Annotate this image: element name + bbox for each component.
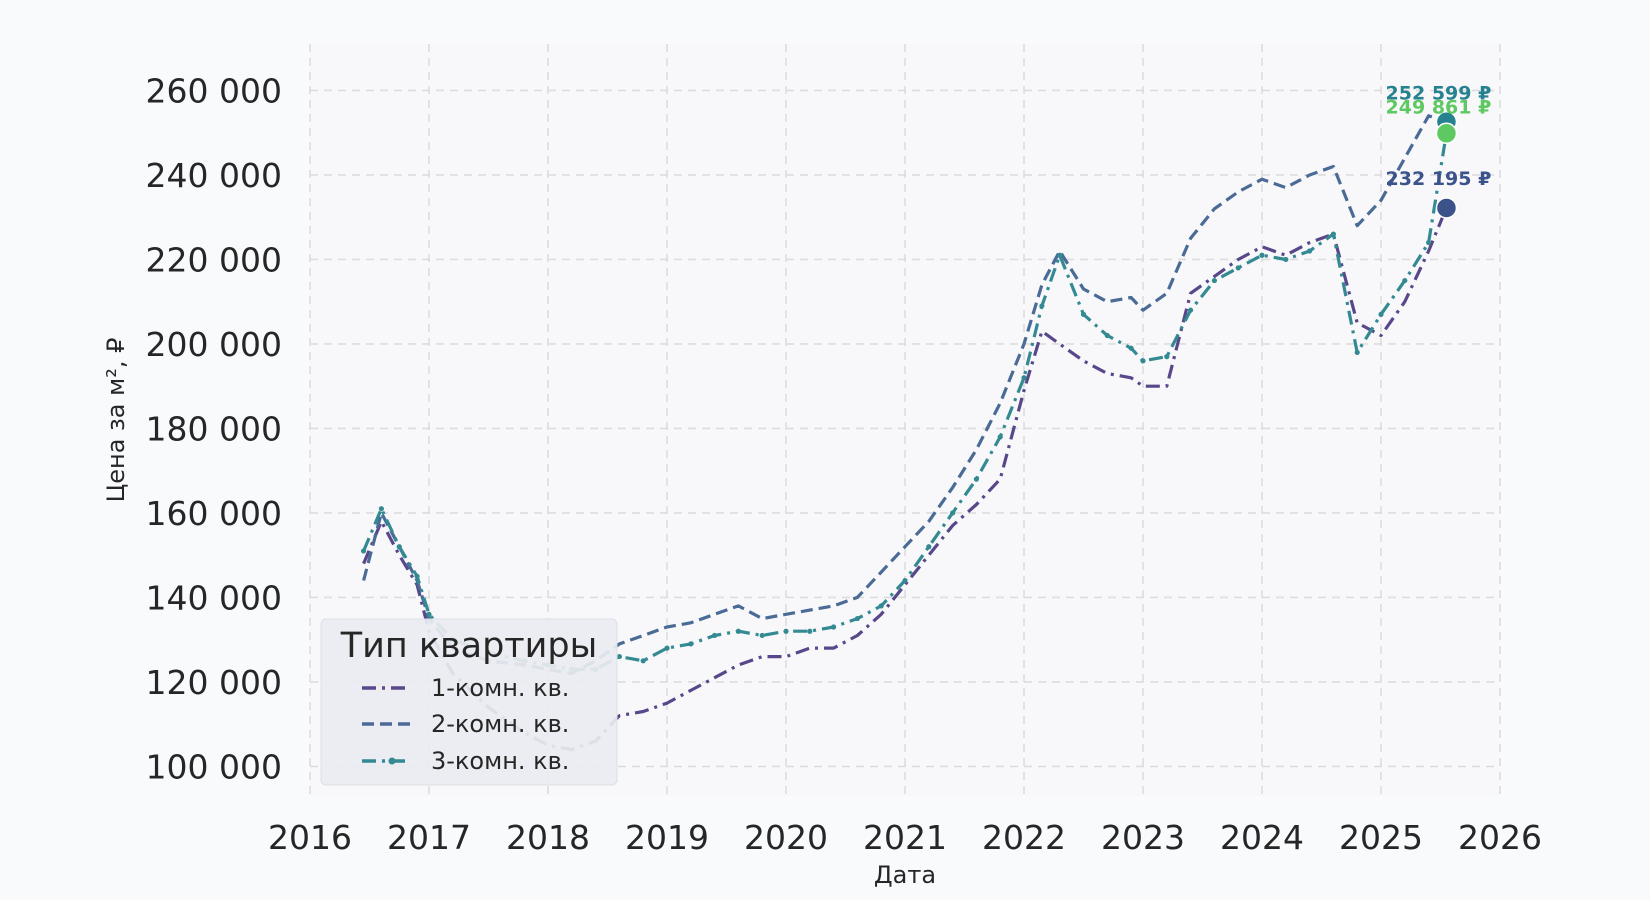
end-point-label: 249 861 ₽: [1386, 96, 1492, 118]
series-point: [616, 653, 623, 660]
x-axis-title: Дата: [874, 861, 936, 889]
legend-marker-3-room: [388, 757, 396, 765]
x-tick-label: 2024: [1220, 818, 1304, 857]
series-point: [926, 544, 932, 550]
series-point: [902, 577, 908, 584]
series-point: [1140, 358, 1146, 364]
y-tick-label: 260 000: [146, 71, 282, 110]
series-point: [854, 615, 861, 622]
series-point: [1188, 307, 1194, 313]
series-point: [1354, 349, 1360, 356]
series-point: [1104, 332, 1110, 339]
y-tick-label: 100 000: [146, 747, 282, 786]
series-line-2: [362, 114, 1447, 676]
series-point: [735, 628, 742, 634]
series-point: [1039, 303, 1045, 309]
y-tick-label: 120 000: [146, 663, 282, 702]
series-point: [360, 548, 367, 554]
x-tick-label: 2016: [268, 818, 352, 857]
legend-label-3-room: 3-комн. кв.: [431, 747, 569, 775]
series-point: [1330, 231, 1336, 237]
series-point: [688, 641, 694, 647]
legend-title: Тип квартиры: [340, 626, 598, 666]
series-point: [831, 624, 837, 630]
legend: Тип квартиры 1-комн. кв. 2-комн. кв. 3-к…: [320, 618, 618, 786]
x-tick-label: 2022: [982, 818, 1066, 857]
series-point: [1080, 311, 1087, 317]
legend-box: [320, 618, 618, 786]
axis-ticks: 2016 2017 2018 2019 2020 2021 2022 2023 2024 2025…: [146, 71, 1542, 857]
y-tick-label: 220 000: [146, 240, 282, 279]
x-tick-label: 2020: [744, 818, 828, 857]
series-point: [1426, 239, 1432, 246]
y-tick-label: 240 000: [146, 156, 282, 195]
y-tick-label: 160 000: [146, 494, 282, 533]
series-point: [783, 628, 789, 634]
x-tick-label: 2026: [1458, 818, 1542, 857]
series-point: [1378, 311, 1384, 317]
series-point: [1259, 252, 1265, 258]
series-point: [759, 632, 765, 639]
series-point: [1128, 345, 1134, 351]
x-tick-label: 2019: [625, 818, 709, 857]
series-point: [1211, 277, 1217, 284]
series-point: [1235, 265, 1241, 271]
series-point: [1283, 256, 1289, 263]
series-point: [807, 628, 813, 634]
series-point: [378, 506, 384, 512]
x-tick-label: 2017: [387, 818, 471, 857]
legend-label-2-room: 2-комн. кв.: [431, 710, 569, 738]
series-point: [712, 632, 718, 639]
series-point: [1057, 252, 1063, 258]
end-point-marker: [1435, 197, 1458, 219]
series-point: [396, 544, 402, 550]
y-tick-label: 140 000: [146, 578, 282, 617]
end-point-markers: 252 599 ₽249 861 ₽ 232 195 ₽: [1386, 83, 1492, 219]
series-point: [878, 603, 884, 609]
x-tick-label: 2018: [506, 818, 590, 857]
series-point: [950, 510, 956, 516]
end-point-label: 252 599 ₽: [1386, 83, 1492, 105]
end-point-marker: [1435, 122, 1458, 145]
series-point: [664, 645, 670, 651]
x-tick-label: 2021: [863, 818, 947, 857]
series-point: [1307, 248, 1313, 254]
x-tick-label: 2025: [1339, 818, 1423, 857]
y-axis-title: Цена за м², ₽: [102, 338, 130, 503]
series-point: [640, 658, 646, 664]
end-point-label: 232 195 ₽: [1386, 168, 1492, 190]
series-point: [414, 573, 420, 579]
series-point: [1164, 354, 1170, 360]
legend-label-1-room: 1-комн. кв.: [431, 674, 569, 702]
y-tick-label: 180 000: [146, 409, 282, 448]
y-tick-label: 200 000: [146, 325, 282, 364]
series-point: [1021, 375, 1027, 381]
series-point: [1402, 277, 1408, 284]
series-point: [426, 611, 432, 617]
series-point: [973, 476, 980, 482]
x-tick-label: 2023: [1101, 818, 1185, 857]
series-point: [997, 434, 1003, 440]
